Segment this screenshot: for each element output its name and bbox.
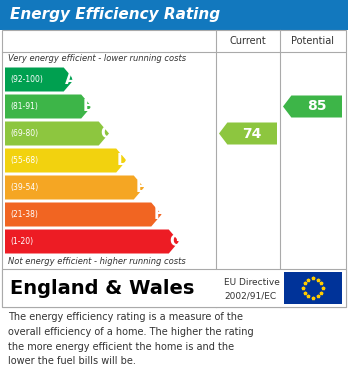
Text: (21-38): (21-38) <box>10 210 38 219</box>
Text: G: G <box>170 234 182 249</box>
Text: (81-91): (81-91) <box>10 102 38 111</box>
Text: (39-54): (39-54) <box>10 183 38 192</box>
Text: 85: 85 <box>307 99 326 113</box>
Polygon shape <box>5 149 127 172</box>
Text: Current: Current <box>230 36 266 46</box>
Text: (55-68): (55-68) <box>10 156 38 165</box>
Polygon shape <box>5 230 179 253</box>
Text: Not energy efficient - higher running costs: Not energy efficient - higher running co… <box>8 257 186 266</box>
Text: (92-100): (92-100) <box>10 75 43 84</box>
Bar <box>284 272 342 304</box>
Bar <box>2 30 346 307</box>
Polygon shape <box>219 122 277 145</box>
Text: D: D <box>117 153 130 168</box>
Polygon shape <box>5 68 74 91</box>
Text: E: E <box>136 180 146 195</box>
Text: 2002/91/EC: 2002/91/EC <box>224 291 276 300</box>
Text: Potential: Potential <box>291 36 334 46</box>
Polygon shape <box>5 203 161 226</box>
Text: A: A <box>65 72 77 87</box>
Polygon shape <box>5 176 144 199</box>
Text: 74: 74 <box>243 127 262 140</box>
Polygon shape <box>5 95 92 118</box>
Text: B: B <box>82 99 94 114</box>
Text: F: F <box>153 207 164 222</box>
Text: Very energy efficient - lower running costs: Very energy efficient - lower running co… <box>8 54 186 63</box>
Bar <box>0 0 348 30</box>
Polygon shape <box>5 122 109 145</box>
Polygon shape <box>283 95 342 118</box>
Text: Energy Efficiency Rating: Energy Efficiency Rating <box>10 7 220 23</box>
Bar <box>2 269 346 307</box>
Text: England & Wales: England & Wales <box>10 278 195 298</box>
Text: C: C <box>100 126 111 141</box>
Text: (69-80): (69-80) <box>10 129 38 138</box>
Text: EU Directive: EU Directive <box>224 278 280 287</box>
Text: (1-20): (1-20) <box>10 237 33 246</box>
Text: The energy efficiency rating is a measure of the
overall efficiency of a home. T: The energy efficiency rating is a measur… <box>8 312 254 366</box>
